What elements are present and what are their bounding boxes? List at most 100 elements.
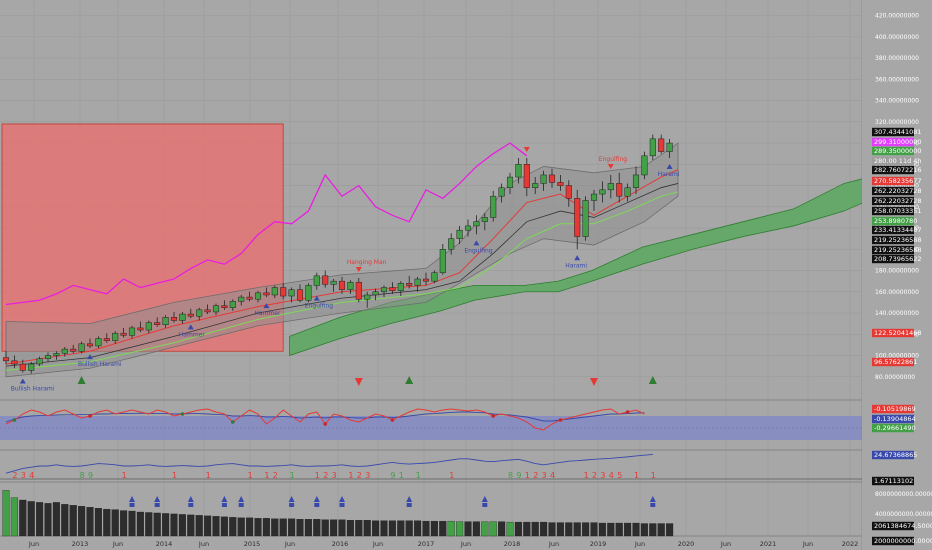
td-count: 1 [122, 471, 127, 480]
volume-marker-base [154, 503, 160, 507]
td-count: 1 [634, 471, 639, 480]
td-count: 1 [449, 471, 454, 480]
candle-body [19, 363, 26, 371]
candle-body [414, 278, 421, 286]
time-tick-label: 2022 [842, 540, 859, 548]
candle-body [481, 217, 488, 222]
volume-bar [2, 490, 10, 537]
volume-marker-up [187, 496, 194, 502]
candle-body [254, 292, 262, 300]
price-scale[interactable]: 420.00000000 400.00000000 380.00000000 360.… [862, 0, 932, 550]
price-panel[interactable]: Bullish Harami Bullish Harami Hammer Hammer… [1, 123, 878, 393]
price-tick-label: 380.00000000 [875, 55, 919, 62]
candle-body [86, 343, 94, 347]
volume-tick-label: 4000000000.00000000 [875, 511, 932, 518]
volume-marker-base [314, 503, 320, 507]
candle-body [658, 138, 665, 152]
volume-marker-up [288, 496, 295, 502]
volume-bar [237, 517, 245, 537]
volume-bar [565, 522, 573, 537]
pattern-label: Engulfing [305, 303, 333, 310]
pattern-up-marker [187, 324, 194, 330]
volume-tag: 2000000000.00000000 [874, 537, 932, 545]
candle-body [439, 249, 446, 273]
volume-bar [346, 520, 354, 537]
volume-bar [573, 522, 581, 537]
volume-bar [128, 510, 136, 537]
volume-bar [304, 519, 312, 537]
price-tag: 258.07033351 [874, 207, 922, 215]
candle-body [263, 292, 270, 296]
price-tag: 219.25236588 [874, 246, 922, 254]
price-tick-label: 320.00000000 [875, 119, 919, 126]
candle-body [44, 355, 52, 359]
volume-bar [19, 499, 27, 537]
candle-body [422, 278, 430, 282]
oscillator-panel[interactable] [0, 408, 862, 440]
td-count: 3 [332, 471, 337, 480]
time-tick-label: 2017 [418, 540, 435, 548]
price-tag: 262.22032728 [874, 197, 922, 205]
volume-bar [288, 518, 296, 537]
price-tag-bg [872, 216, 914, 226]
candle-body [162, 317, 169, 325]
ema-red-line [5, 169, 679, 365]
volume-bar [380, 520, 388, 537]
td-tag: 24.67368865 [874, 451, 917, 459]
pattern-down-marker [355, 266, 362, 272]
volume-bar [624, 522, 632, 537]
volume-bar [615, 522, 623, 537]
volume-marker-up [129, 496, 135, 502]
td-count: 1 [584, 471, 589, 480]
volume-marker-base [339, 503, 345, 507]
time-tick-label: 2013 [72, 540, 89, 548]
candle-body [36, 358, 43, 365]
volume-panel[interactable] [2, 490, 674, 537]
volume-bar [489, 521, 497, 537]
candle-body [397, 283, 404, 291]
candle-body [666, 142, 673, 152]
volume-marker-base [129, 503, 135, 507]
volume-marker-base [406, 503, 412, 507]
candle-body [616, 183, 623, 197]
price-tick-label: 80.00000000 [875, 374, 915, 381]
volume-bar [229, 517, 237, 537]
volume-bar [94, 508, 102, 537]
price-tick-label: 100.00000000 [875, 353, 919, 360]
volume-bar [78, 506, 86, 537]
price-tag-bg [872, 146, 914, 156]
volume-bar [607, 522, 615, 537]
volume-marker-base [188, 503, 194, 507]
candle-body [498, 187, 505, 197]
pattern-label: Harami [658, 171, 680, 178]
oscillator-band [0, 416, 862, 440]
oscillator-tag-bg [872, 404, 914, 414]
candle-body [565, 185, 572, 199]
price-tag: 262.22032728 [874, 187, 922, 195]
candle-body [641, 155, 648, 176]
volume-bar [590, 522, 598, 537]
pattern-up-marker [666, 163, 673, 169]
candle-body [548, 174, 556, 183]
price-tick-label: 400.00000000 [875, 34, 919, 41]
price-tag: 270.58235677 [874, 177, 922, 185]
volume-marker-up [313, 496, 320, 502]
oscillator-signal-line [5, 411, 645, 423]
time-tick-label: 2014 [156, 540, 173, 548]
candle-body [305, 285, 312, 301]
volume-bar [582, 522, 590, 537]
volume-marker-up [406, 496, 413, 502]
td-count: 8 [80, 471, 85, 480]
price-tag: 96.57622861 [874, 358, 917, 366]
candle-body [204, 309, 211, 313]
time-axis[interactable]: Jun 2013 Jun 2014 Jun 2015 Jun 2016 Jun 2017 Jun 20… [28, 540, 858, 548]
td-count: 4 [550, 471, 555, 480]
oscillator-cross-dot [88, 414, 92, 418]
candle-body [120, 332, 127, 336]
candle-body [53, 353, 60, 356]
volume-marker-up [649, 496, 656, 502]
volume-bar [61, 504, 69, 537]
candle-body [364, 294, 371, 300]
